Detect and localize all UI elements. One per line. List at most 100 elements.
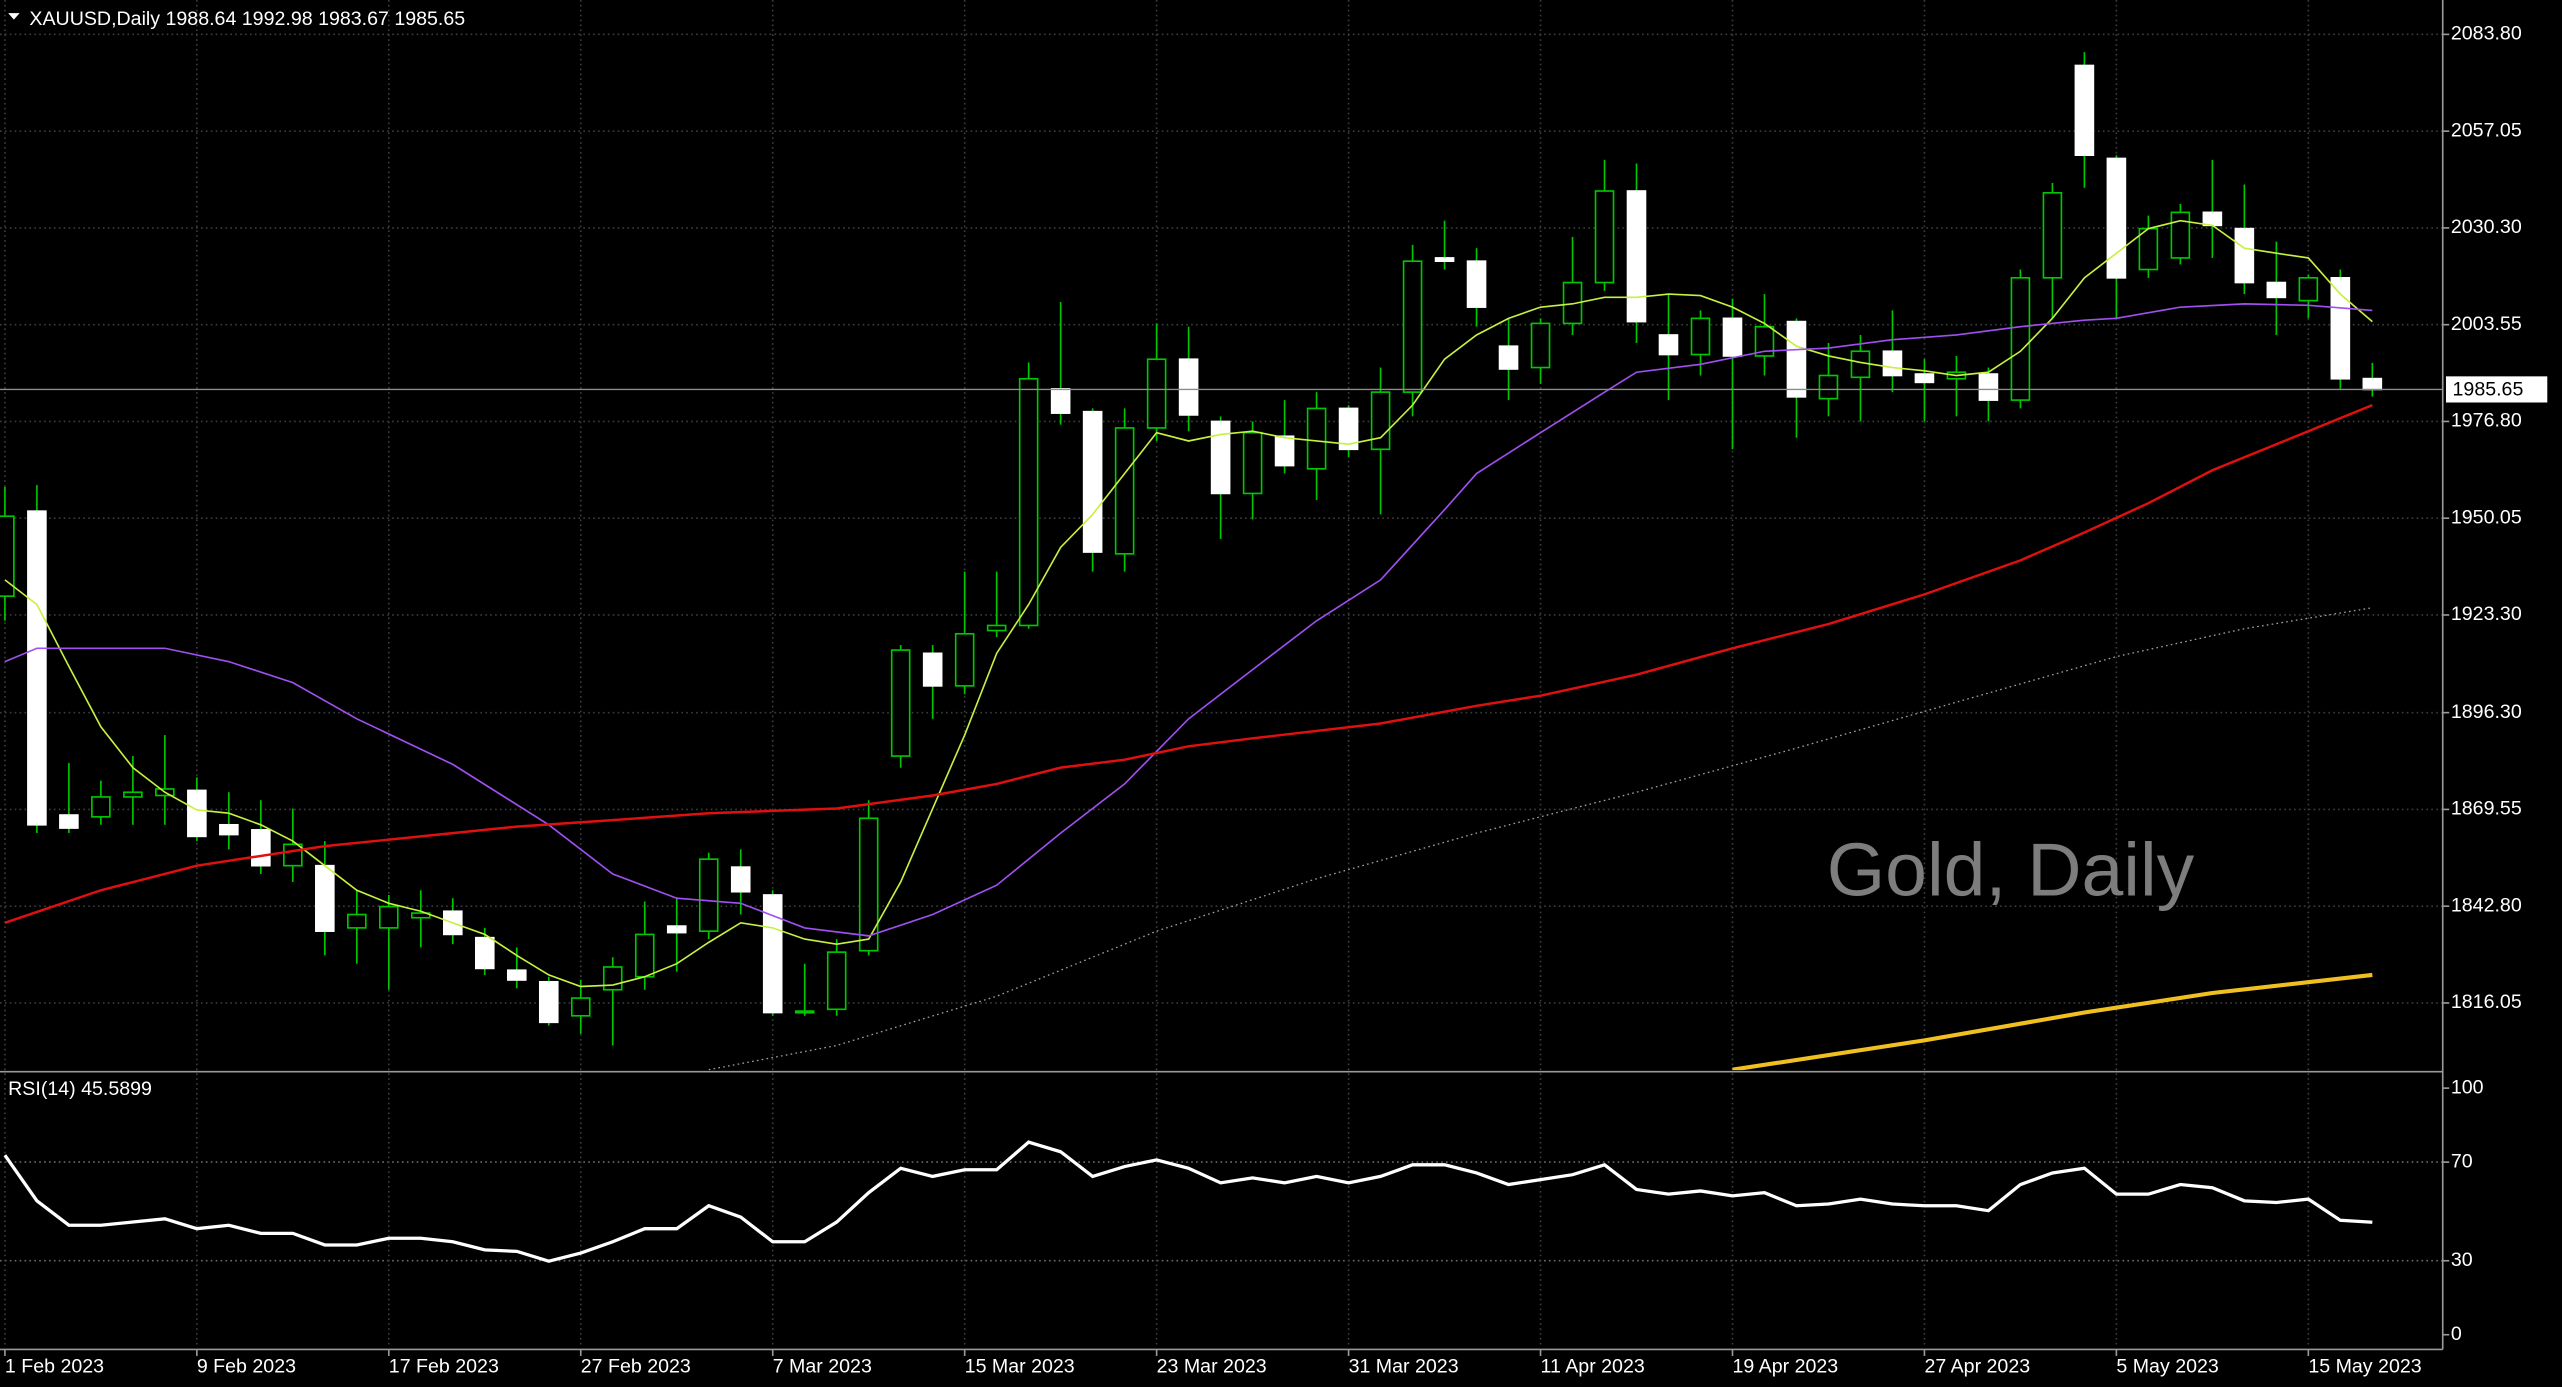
y-tick-label: 2030.30 (2451, 216, 2522, 238)
candle-body (59, 814, 79, 829)
y-tick-label: 30 (2451, 1249, 2473, 1271)
y-tick-label: 2057.05 (2451, 119, 2522, 141)
candle-body (922, 652, 943, 687)
y-tick-label: 100 (2451, 1076, 2484, 1098)
candle-body (2106, 157, 2127, 279)
candle-body (1146, 358, 1167, 429)
candle-body (2266, 281, 2287, 299)
candle-body (890, 649, 911, 757)
y-tick-label: 1869.55 (2451, 798, 2522, 820)
candle-body (826, 951, 847, 1011)
price-label: 1985.65 (2453, 378, 2524, 400)
candle-body (1370, 391, 1391, 451)
candle-body (123, 791, 143, 798)
candle-body (1210, 420, 1231, 495)
candle-body (1018, 377, 1039, 627)
candle-body (1978, 373, 1999, 401)
candle-body (1402, 260, 1423, 393)
moving-average (1732, 972, 2373, 1071)
candle-body (858, 817, 879, 952)
price-label-box (2445, 376, 2548, 403)
candle-body (2042, 191, 2063, 279)
candle-body (379, 905, 399, 929)
candle-body (2074, 64, 2095, 157)
candle-body (251, 829, 271, 867)
x-tick-label: 23 Mar 2023 (1157, 1356, 1267, 1378)
candle-body (347, 913, 367, 929)
candle-body (698, 858, 719, 932)
y-tick-label: 70 (2451, 1150, 2473, 1172)
candle-body (2202, 211, 2223, 227)
x-tick-label: 11 Apr 2023 (1541, 1356, 1645, 1378)
candle-body (1274, 435, 1295, 467)
candle-body (1882, 350, 1903, 377)
candle-body (1114, 427, 1135, 555)
y-tick-label: 2003.55 (2451, 313, 2522, 335)
candle-body (538, 980, 559, 1024)
candle-body (762, 894, 783, 1014)
candle-body (219, 823, 239, 836)
candle-body (2170, 211, 2191, 259)
menu-triangle[interactable] (8, 13, 20, 20)
candle-body (954, 632, 975, 687)
x-tick-label: 1 Feb 2023 (5, 1356, 104, 1378)
candle-body (1466, 260, 1487, 308)
x-tick-label: 27 Apr 2023 (1924, 1356, 2030, 1378)
candle-body (474, 936, 495, 970)
y-tick-label: 0 (2451, 1323, 2462, 1345)
candle-body (410, 912, 431, 919)
candle-body (1786, 320, 1807, 398)
candle-body (1178, 358, 1199, 416)
y-tick-label: 1816.05 (2451, 991, 2522, 1013)
candle-body (1338, 407, 1359, 451)
candle-body (1050, 388, 1071, 414)
x-tick-label: 7 Mar 2023 (773, 1356, 872, 1378)
rsi-line (3, 1140, 2373, 1263)
y-tick-label: 1923.30 (2451, 603, 2522, 625)
candle-body (0, 515, 15, 597)
y-tick-label: 1950.05 (2451, 506, 2522, 528)
candle-body (187, 789, 207, 838)
candle-body (1914, 373, 1935, 384)
candle-body (1082, 410, 1103, 553)
panel-1 (3, 1140, 2373, 1263)
candle-body (602, 966, 623, 991)
x-tick-label: 5 May 2023 (2116, 1356, 2218, 1378)
chart-header: XAUUSD,Daily 1988.64 1992.98 1983.67 198… (29, 8, 465, 30)
watermark: Gold, Daily (1827, 828, 2195, 912)
candle-body (2330, 277, 2351, 380)
candle-body (1498, 345, 1519, 370)
moving-average (708, 607, 2373, 1071)
y-tick-label: 2083.80 (2451, 23, 2522, 45)
candle-body (2234, 227, 2255, 284)
candle-body (27, 510, 47, 826)
candle-body (730, 866, 751, 893)
candle-body (1594, 190, 1615, 284)
mark-layer (0, 52, 2443, 1263)
x-tick-label: 19 Apr 2023 (1732, 1356, 1838, 1378)
candle-body (986, 624, 1007, 632)
candle-body (2362, 377, 2383, 391)
moving-average (4, 303, 2373, 937)
candle-body (1562, 281, 1583, 325)
y-tick-label: 1842.80 (2451, 894, 2522, 916)
x-tick-label: 31 Mar 2023 (1349, 1356, 1459, 1378)
candle-body (1658, 334, 1679, 356)
candle-body (1818, 374, 1839, 400)
candle-body (2298, 277, 2319, 302)
x-tick-label: 15 Mar 2023 (965, 1356, 1075, 1378)
moving-average (4, 219, 2373, 988)
x-tick-label: 15 May 2023 (2308, 1356, 2421, 1378)
candle-body (91, 796, 111, 818)
candle-body (283, 843, 303, 867)
candle-body (666, 925, 687, 934)
candle-body (1754, 325, 1775, 357)
candle-body (2138, 227, 2159, 271)
candle-body (1306, 407, 1327, 470)
candle-body (794, 1010, 815, 1014)
moving-average (4, 404, 2373, 924)
candle-body (1242, 431, 1263, 495)
panel-0 (0, 52, 2443, 1071)
